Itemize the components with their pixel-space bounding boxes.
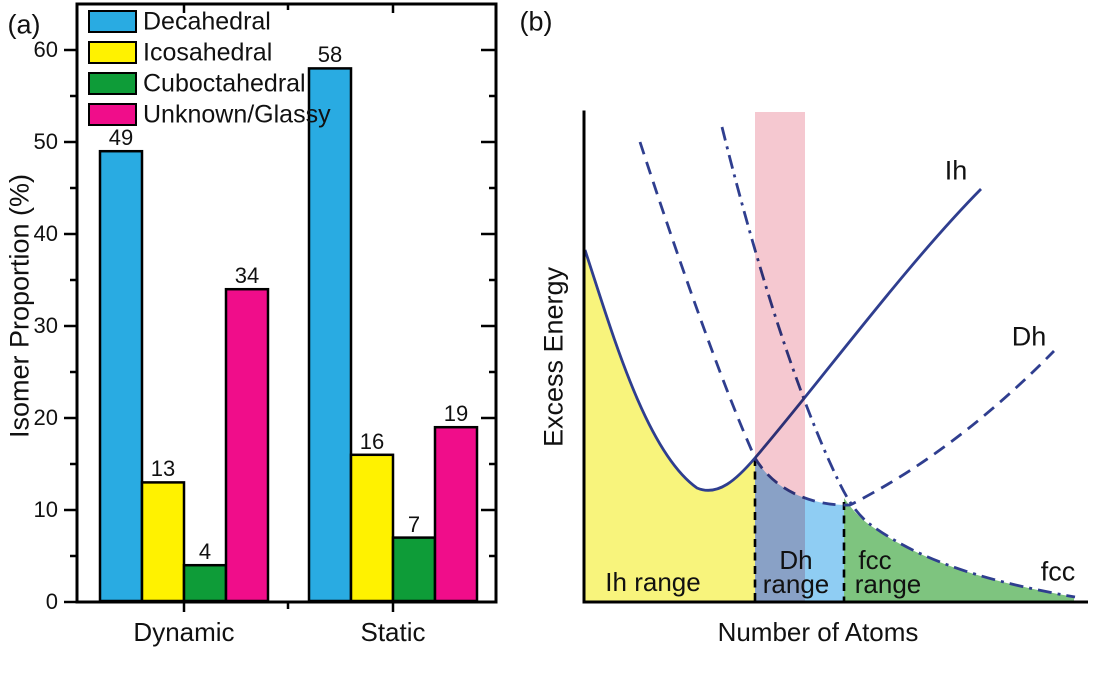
panel-b-label: (b) [519, 6, 553, 37]
y-axis-title-a: Isomer Proportion (%) [4, 173, 35, 439]
ih-range-region [585, 250, 755, 601]
legend-swatch-icosahedral [88, 41, 137, 64]
legend-label: Icosahedral [143, 38, 273, 67]
fcc-range-label-line2: range [854, 569, 922, 599]
panel-a-label: (a) [7, 9, 41, 40]
y-axis-title-b: Excess Energy [538, 266, 569, 448]
category-label-static: Static [360, 617, 426, 647]
bar-value-label: 34 [234, 263, 260, 289]
fcc-curve-label: fcc [1040, 556, 1076, 587]
legend-swatch-unknown-glassy [88, 103, 137, 126]
y-tick-label-30: 30 [33, 313, 58, 338]
legend-label: Cuboctahedral [143, 69, 306, 98]
bar-value-label: 49 [108, 125, 134, 151]
ih-curve-label: Ih [944, 155, 968, 186]
y-tick-label-20: 20 [33, 405, 58, 430]
y-tick-label-60: 60 [33, 37, 58, 62]
bar-group [98, 67, 479, 603]
y-tick-label-10: 10 [33, 497, 58, 522]
bar-value-label: 13 [150, 456, 176, 482]
bar-cuboctahedral-dynamic [182, 563, 228, 603]
ih-curve [583, 188, 982, 492]
bar-value-label: 58 [317, 42, 343, 68]
bar-value-label: 19 [443, 401, 469, 427]
y-tick-label-40: 40 [33, 221, 58, 246]
x-axis-title-b: Number of Atoms [717, 617, 919, 647]
category-ticks [182, 4, 395, 612]
legend-label: Decahedral [143, 7, 271, 36]
fcc-range-region [844, 498, 1074, 601]
bar-value-label: 16 [359, 428, 385, 454]
bar-cuboctahedral-static [391, 536, 437, 603]
dh-range-label-line1: Dh [779, 545, 813, 575]
bar-value-label: 4 [198, 539, 212, 565]
bar-decahedral-dynamic [98, 149, 144, 603]
bar-decahedral-static [307, 67, 353, 603]
plot-frame-a [75, 2, 498, 604]
crossover-highlight-band [755, 112, 805, 602]
legend-label: Unknown/Glassy [143, 100, 331, 129]
y-tick-label-0: 0 [45, 589, 58, 614]
dh-curve [638, 141, 1055, 507]
bar-value-label: 7 [407, 511, 421, 537]
legend-swatch-cuboctahedral [88, 72, 137, 95]
fcc-range-label-line1: fcc [858, 545, 892, 575]
bar-icosahedral-static [349, 453, 395, 603]
bar-icosahedral-dynamic [140, 481, 186, 603]
category-label-dynamic: Dynamic [133, 617, 235, 647]
legend-swatch-decahedral [88, 10, 137, 33]
dh-range-label-line2: range [762, 569, 830, 599]
ih-range-label: Ih range [605, 567, 701, 597]
y-tick-label-50: 50 [33, 129, 58, 154]
bar-unknown-glassy-dynamic [224, 287, 270, 603]
schematic-b [582, 110, 1088, 604]
bar-unknown-glassy-static [433, 425, 479, 603]
dh-curve-label: Dh [1011, 321, 1047, 352]
